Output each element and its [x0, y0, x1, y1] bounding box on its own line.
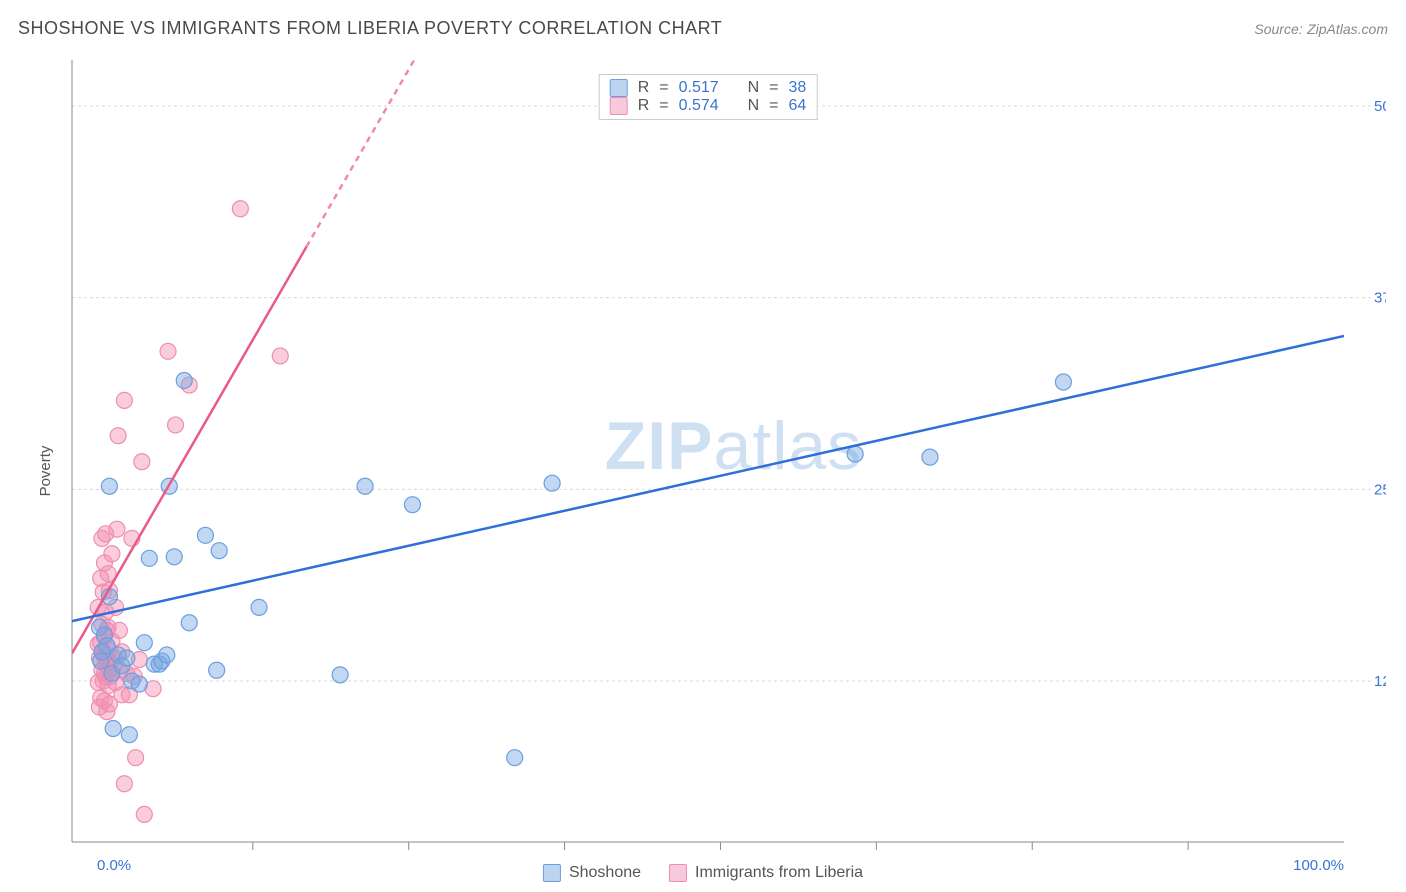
correlation-legend: R = 0.517 N = 38 R = 0.574 N = 64 — [599, 74, 818, 120]
svg-text:0.0%: 0.0% — [97, 857, 131, 874]
chart-area: Poverty 12.5%25.0%37.5%50.0%ZIPatlas0.0%… — [20, 50, 1386, 892]
source: Source: ZipAtlas.com — [1254, 21, 1388, 39]
svg-text:37.5%: 37.5% — [1374, 290, 1386, 307]
source-value: ZipAtlas.com — [1307, 21, 1388, 37]
series-legend: Shoshone Immigrants from Liberia — [543, 864, 863, 882]
legend-item-shoshone: Shoshone — [543, 864, 641, 882]
eq-sign: = — [659, 79, 668, 97]
n-label: N — [748, 97, 760, 115]
n-value-shoshone: 38 — [788, 79, 806, 97]
svg-text:50.0%: 50.0% — [1374, 98, 1386, 115]
n-label: N — [748, 79, 760, 97]
svg-text:25.0%: 25.0% — [1374, 481, 1386, 498]
svg-text:12.5%: 12.5% — [1374, 673, 1386, 690]
legend-label-shoshone: Shoshone — [569, 864, 641, 882]
r-value-shoshone: 0.517 — [679, 79, 719, 97]
legend-item-liberia: Immigrants from Liberia — [669, 864, 863, 882]
correlation-row-shoshone: R = 0.517 N = 38 — [610, 79, 807, 97]
eq-sign: = — [659, 97, 668, 115]
r-label: R — [638, 79, 650, 97]
swatch-liberia — [610, 97, 628, 115]
r-label: R — [638, 97, 650, 115]
eq-sign: = — [769, 97, 778, 115]
swatch-shoshone — [543, 864, 561, 882]
chart-title: SHOSHONE VS IMMIGRANTS FROM LIBERIA POVE… — [18, 18, 722, 39]
scatter-plot: 12.5%25.0%37.5%50.0%ZIPatlas0.0%100.0% — [20, 50, 1386, 892]
correlation-row-liberia: R = 0.574 N = 64 — [610, 97, 807, 115]
source-label: Source: — [1254, 21, 1302, 37]
swatch-liberia — [669, 864, 687, 882]
legend-label-liberia: Immigrants from Liberia — [695, 864, 863, 882]
n-value-liberia: 64 — [788, 97, 806, 115]
svg-text:100.0%: 100.0% — [1293, 857, 1344, 874]
r-value-liberia: 0.574 — [679, 97, 719, 115]
swatch-shoshone — [610, 79, 628, 97]
eq-sign: = — [769, 79, 778, 97]
